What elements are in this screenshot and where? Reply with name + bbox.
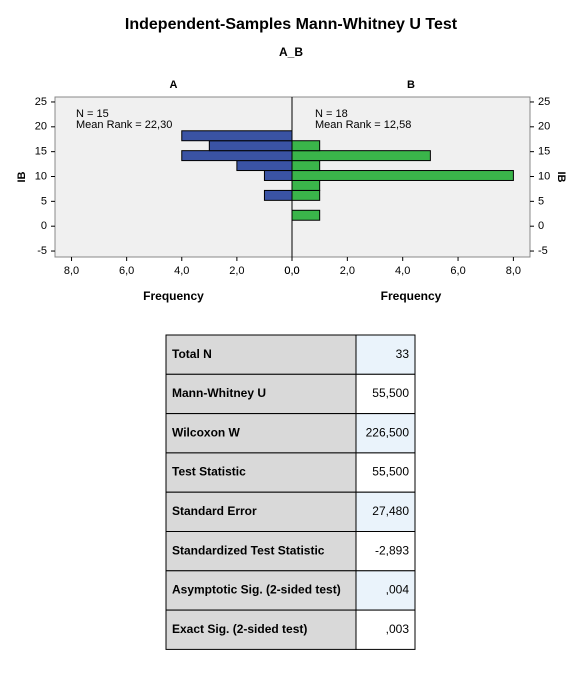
y-tick-label: 25 [35,96,47,108]
bar [236,160,293,172]
row-value: 33 [396,347,410,361]
y-tick-label: 15 [538,146,550,158]
chart-title: Independent-Samples Mann-Whitney U Test [125,16,458,33]
x-tick-label: 6,0 [119,265,134,277]
y-tick-label: 0 [41,220,47,232]
x-tick-label: 4,0 [174,265,189,277]
annotation: Mean Rank = 12,58 [315,119,411,131]
label-cell [165,373,357,415]
row-value: 226,500 [366,425,410,439]
row-label: Test Statistic [172,465,246,479]
y-tick-label: 20 [538,121,550,133]
bar [208,140,293,152]
bar [291,160,321,172]
x-tick-label: 0,0 [284,265,299,277]
y-axis-label: IB [555,172,567,183]
y-tick-label: -5 [37,245,47,257]
row-label: Asymptotic Sig. (2-sided test) [172,583,341,597]
x-tick-label: 0,0 [284,265,299,277]
value-cell [355,373,416,415]
row-label: Wilcoxon W [172,425,241,439]
bar [263,189,293,201]
bar [291,179,321,191]
label-cell [165,570,357,611]
row-label: Mann-Whitney U [172,386,266,400]
x-axis-label: Frequency [381,289,442,303]
x-tick-label: 2,0 [229,265,244,277]
row-value: ,004 [386,583,410,597]
y-tick-label: 10 [35,170,47,182]
row-value: -2,893 [375,543,409,557]
annotation: N = 18 [315,108,348,120]
y-tick-label: 5 [41,195,47,207]
value-cell [355,609,416,650]
label-cell [165,413,357,454]
y-axis-label: IB [16,171,28,182]
panel-label: B [407,79,415,91]
bar [291,140,321,152]
y-tick-label: 5 [538,195,544,207]
y-tick-label: 25 [538,96,550,108]
annotation: N = 15 [76,108,109,120]
label-cell [165,609,357,650]
row-label: Exact Sig. (2-sided test) [172,622,307,636]
bar [263,170,293,181]
bar [291,170,514,181]
value-cell [355,491,416,533]
x-tick-label: 8,0 [64,265,79,277]
row-value: 27,480 [372,504,409,518]
x-axis-label: Frequency [143,289,204,303]
row-label: Standardized Test Statistic [172,543,325,557]
bar [291,209,321,221]
x-tick-label: 2,0 [340,265,355,277]
bar [181,150,293,162]
row-label: Total N [172,347,212,361]
y-tick-label: 0 [538,220,544,232]
value-cell [355,531,416,572]
value-cell [355,452,416,493]
y-tick-label: 20 [35,121,47,133]
panel-label: A [170,79,178,91]
label-cell [165,452,357,493]
x-tick-label: 8,0 [506,265,521,277]
y-tick-label: 15 [35,146,47,158]
row-value: ,003 [386,622,410,636]
row-value: 55,500 [372,386,409,400]
x-tick-label: 4,0 [395,265,410,277]
x-tick-label: 6,0 [450,265,465,277]
bar [181,130,293,142]
chart-subtitle: A_B [279,45,303,59]
row-label: Standard Error [172,504,257,518]
annotation: Mean Rank = 22,30 [76,119,172,131]
bar [291,189,321,201]
label-cell [165,531,357,572]
row-value: 55,500 [372,465,409,479]
y-tick-label: -5 [538,245,548,257]
y-tick-label: 10 [538,170,550,182]
bar [291,150,431,162]
value-cell [355,334,416,375]
